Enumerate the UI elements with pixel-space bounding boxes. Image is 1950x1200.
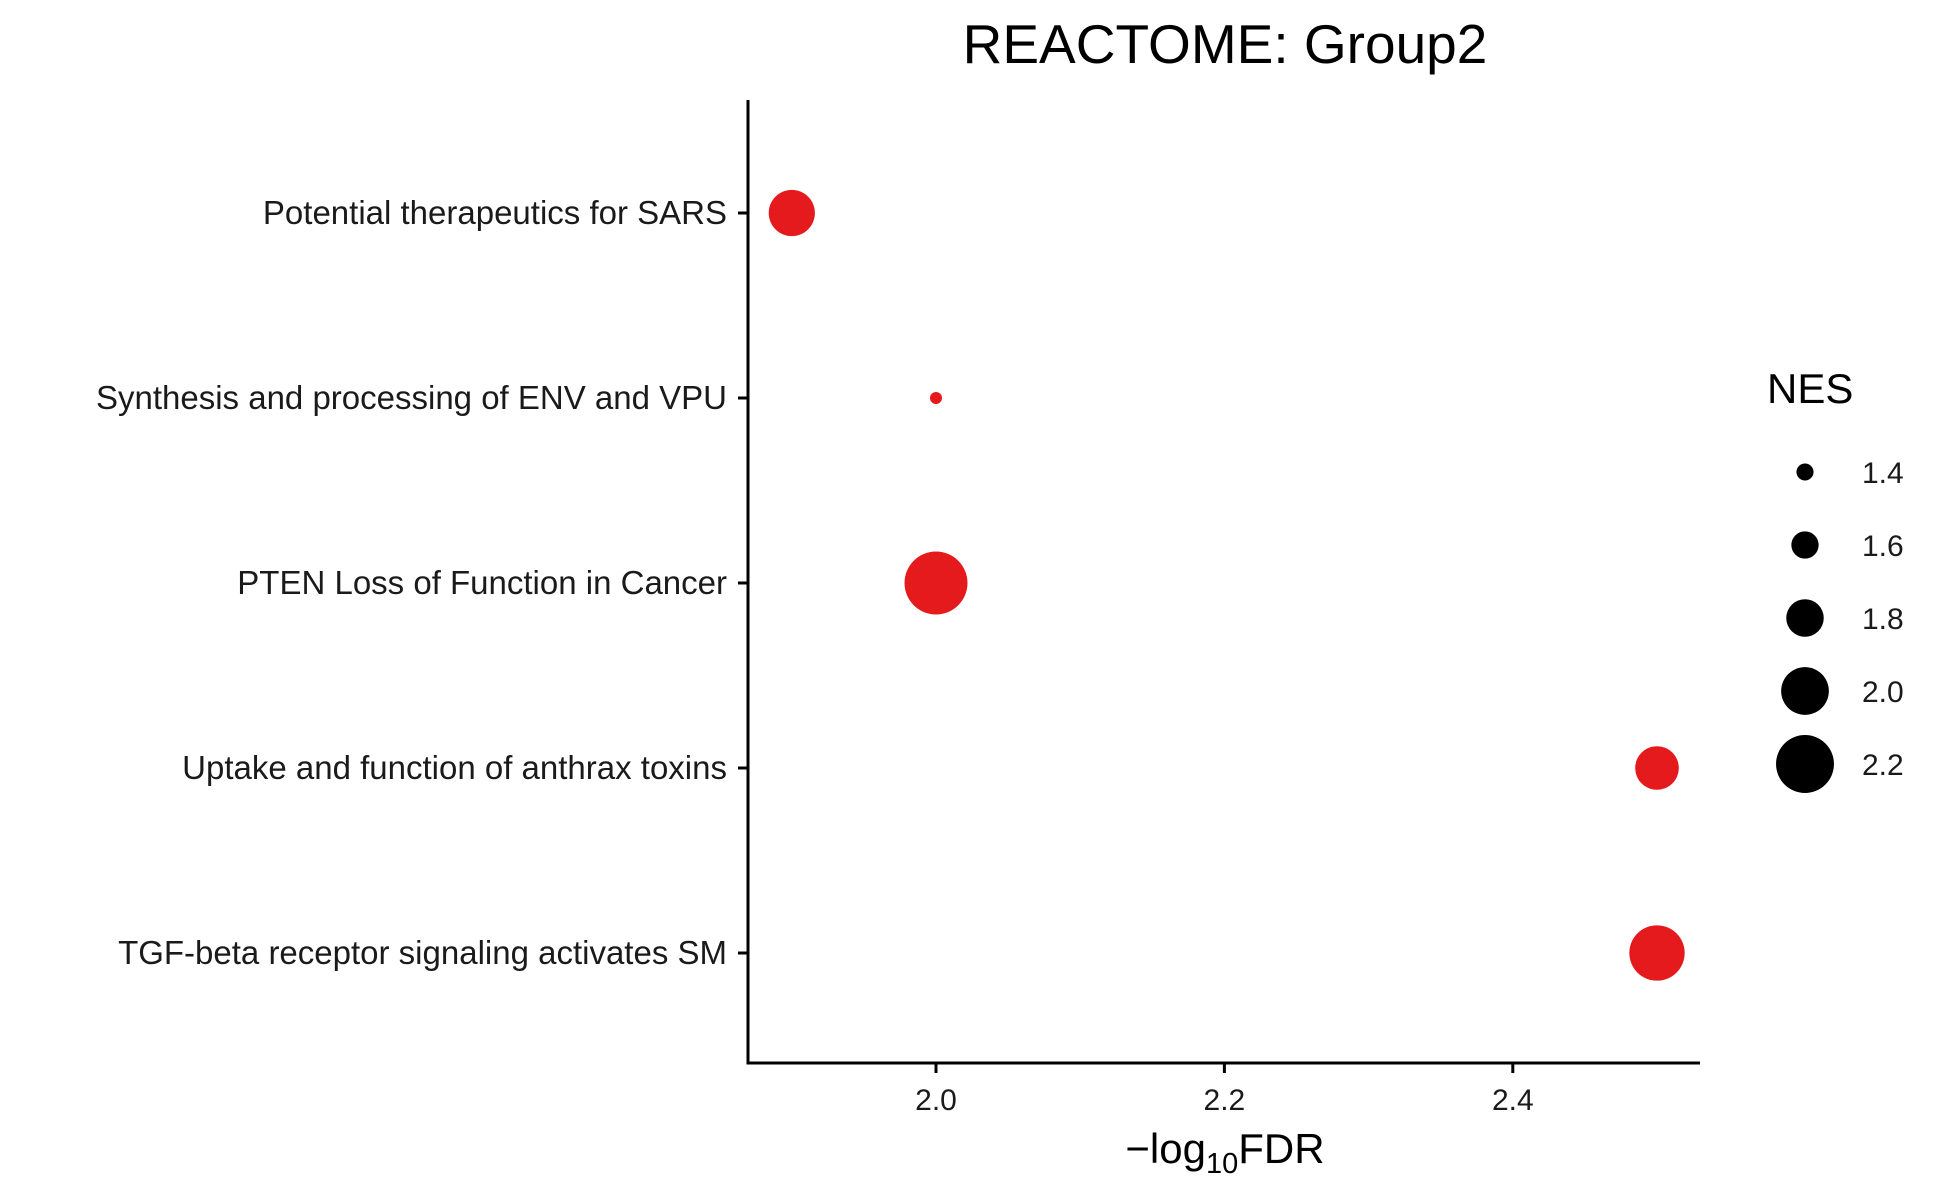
x-axis-title-suffix: FDR <box>1238 1125 1324 1172</box>
y-tick-label: TGF-beta receptor signaling activates SM <box>118 934 727 971</box>
y-tick-label: Potential therapeutics for SARS <box>263 194 727 231</box>
legend-key <box>1776 735 1834 793</box>
data-point <box>1629 925 1685 981</box>
size-legend: NES 1.4 1.6 1.8 2.0 2.2 <box>1767 365 1904 793</box>
y-tick-label: Synthesis and processing of ENV and VPU <box>96 379 727 416</box>
x-axis-title-subscript: 10 <box>1206 1148 1238 1180</box>
legend-title: NES <box>1767 365 1853 412</box>
legend-key <box>1791 531 1819 559</box>
x-axis-title-prefix: −log <box>1125 1125 1206 1172</box>
legend-key <box>1781 667 1829 715</box>
plot-area: Potential therapeutics for SARS Synthesis… <box>96 100 1700 1117</box>
data-point <box>1635 746 1679 790</box>
legend-label: 1.4 <box>1862 457 1904 490</box>
legend-label: 2.0 <box>1862 676 1904 709</box>
x-tick-label: 2.4 <box>1492 1084 1534 1117</box>
data-point <box>904 551 968 615</box>
legend-label: 2.2 <box>1862 749 1904 782</box>
y-tick-label: PTEN Loss of Function in Cancer <box>237 564 727 601</box>
chart-title: REACTOME: Group2 <box>963 13 1488 75</box>
x-axis-title: −log10FDR <box>1125 1125 1324 1180</box>
legend-label: 1.6 <box>1862 530 1904 563</box>
data-point <box>768 189 815 237</box>
x-tick-label: 2.0 <box>915 1084 957 1117</box>
legend-key <box>1796 463 1814 481</box>
y-tick-label: Uptake and function of anthrax toxins <box>182 749 727 786</box>
legend-label: 1.8 <box>1862 603 1904 636</box>
legend-key <box>1786 599 1824 637</box>
data-point <box>930 392 942 404</box>
x-tick-label: 2.2 <box>1204 1084 1246 1117</box>
